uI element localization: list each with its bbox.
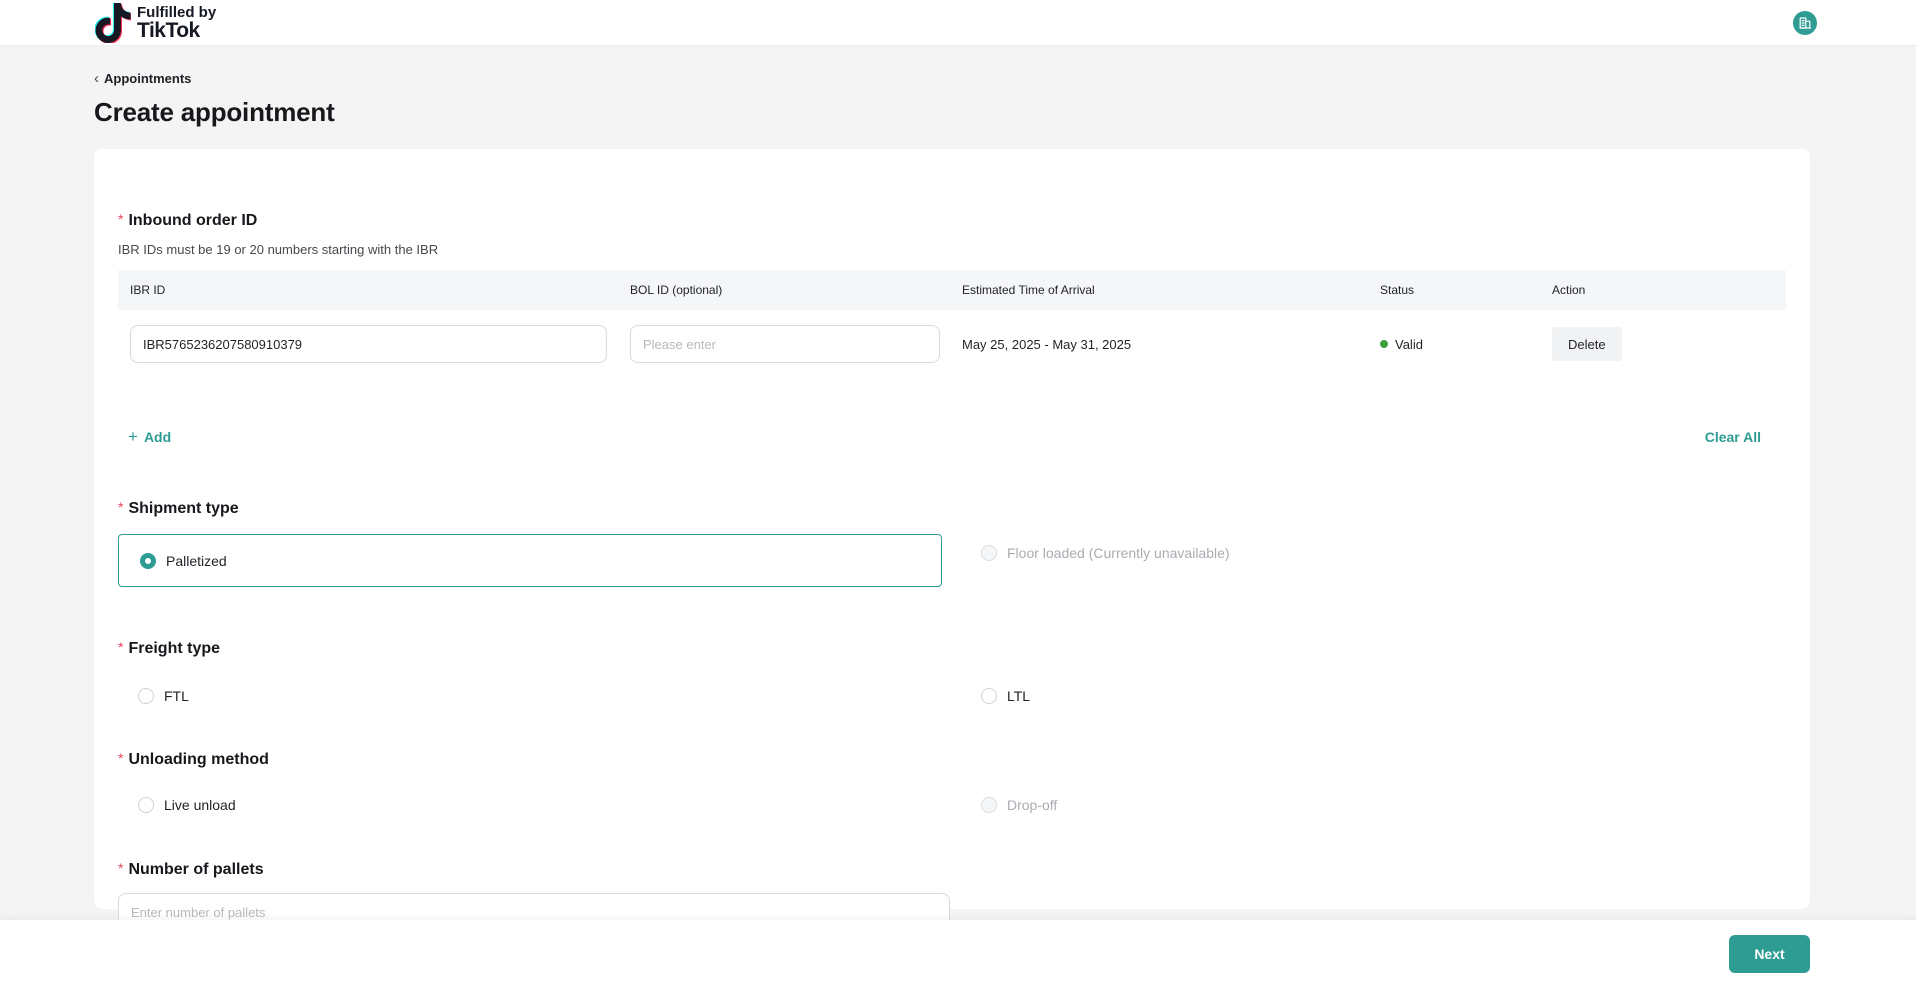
brand-line1: Fulfilled by	[137, 4, 217, 22]
inbound-order-id-label: Inbound order ID	[128, 212, 258, 229]
col-header-bol-id: BOL ID (optional)	[630, 283, 723, 297]
freight-type-section: * Freight type FTL LTL	[118, 639, 1786, 704]
ibr-table-header: IBR ID BOL ID (optional) Estimated Time …	[118, 270, 1786, 310]
unloading-option-drop-off-label: Drop-off	[1007, 797, 1058, 813]
fulfilled-by-tiktok-logo[interactable]: Fulfilled by TikTok	[95, 2, 216, 43]
inbound-order-id-section: * Inbound order ID IBR IDs must be 19 or …	[118, 211, 1786, 447]
breadcrumb-back-appointments[interactable]: ‹ Appointments	[94, 70, 191, 87]
shipment-type-section: * Shipment type Palletized Floor loaded (…	[118, 499, 1786, 587]
add-row-link[interactable]: + Add	[128, 427, 171, 447]
col-header-action: Action	[1552, 283, 1586, 297]
col-header-status: Status	[1380, 283, 1415, 297]
freight-option-ltl[interactable]: LTL	[981, 688, 1786, 704]
freight-type-label: Freight type	[128, 640, 221, 657]
radio-unselected-icon[interactable]	[138, 797, 154, 813]
freight-option-ftl[interactable]: FTL	[118, 688, 981, 704]
delete-row-button[interactable]: Delete	[1552, 327, 1622, 361]
required-asterisk: *	[118, 211, 124, 227]
required-asterisk: *	[118, 860, 124, 876]
account-avatar-button[interactable]	[1793, 10, 1817, 35]
radio-unselected-icon[interactable]	[138, 688, 154, 704]
status-dot-icon	[1380, 340, 1388, 348]
next-button[interactable]: Next	[1729, 935, 1810, 973]
radio-disabled-icon	[981, 544, 997, 561]
radio-disabled-icon	[981, 797, 997, 813]
brand-line2: TikTok	[137, 19, 200, 43]
app-header: Fulfilled by TikTok	[0, 0, 1916, 46]
table-row: May 25, 2025 - May 31, 2025 Valid Delete	[118, 310, 1786, 383]
clear-all-link[interactable]: Clear All	[1704, 429, 1761, 445]
required-asterisk: *	[118, 750, 124, 766]
shipment-option-palletized[interactable]: Palletized	[118, 534, 942, 587]
page-body: ‹ Appointments Create appointment * Inbou…	[0, 46, 1916, 931]
chevron-left-icon: ‹	[94, 70, 99, 87]
radio-unselected-icon[interactable]	[981, 688, 997, 704]
breadcrumb-label: Appointments	[104, 71, 192, 86]
number-of-pallets-label: Number of pallets	[128, 861, 264, 878]
add-link-label: Add	[143, 429, 172, 445]
unloading-option-live-unload[interactable]: Live unload	[118, 797, 981, 813]
ibr-table: IBR ID BOL ID (optional) Estimated Time …	[118, 270, 1786, 383]
unloading-method-section: * Unloading method Live unload Drop-off	[118, 750, 1786, 813]
page-title: Create appointment	[94, 97, 335, 127]
status-text: Valid	[1395, 336, 1423, 352]
freight-option-ftl-label: FTL	[164, 688, 189, 704]
col-header-eta: Estimated Time of Arrival	[962, 283, 1095, 297]
building-icon	[1798, 16, 1812, 30]
unloading-option-live-unload-label: Live unload	[164, 797, 236, 813]
col-header-ibr-id: IBR ID	[130, 283, 166, 297]
eta-value: May 25, 2025 - May 31, 2025	[962, 336, 1132, 352]
shipment-option-floor-loaded: Floor loaded (Currently unavailable)	[981, 544, 1786, 561]
brand-text: Fulfilled by TikTok	[137, 3, 216, 42]
shipment-option-palletized-label: Palletized	[166, 552, 227, 569]
shipment-type-label: Shipment type	[128, 500, 239, 517]
shipment-option-floor-loaded-label: Floor loaded (Currently unavailable)	[1007, 544, 1230, 561]
status-badge: Valid	[1368, 337, 1540, 352]
ibr-id-hint: IBR IDs must be 19 or 20 numbers startin…	[118, 242, 439, 257]
tiktok-note-icon	[95, 2, 131, 43]
unloading-option-drop-off: Drop-off	[981, 797, 1786, 813]
freight-option-ltl-label: LTL	[1007, 688, 1031, 704]
plus-icon: +	[128, 427, 138, 446]
bol-id-input[interactable]	[630, 325, 940, 363]
footer-bar: Next	[0, 920, 1916, 988]
unloading-method-label: Unloading method	[128, 751, 269, 768]
required-asterisk: *	[118, 499, 124, 515]
radio-selected-icon[interactable]	[140, 552, 156, 569]
create-appointment-card: * Inbound order ID IBR IDs must be 19 or …	[94, 149, 1810, 931]
table-actions: + Add Clear All	[118, 427, 1786, 447]
ibr-id-input[interactable]	[130, 325, 607, 363]
required-asterisk: *	[118, 639, 124, 655]
